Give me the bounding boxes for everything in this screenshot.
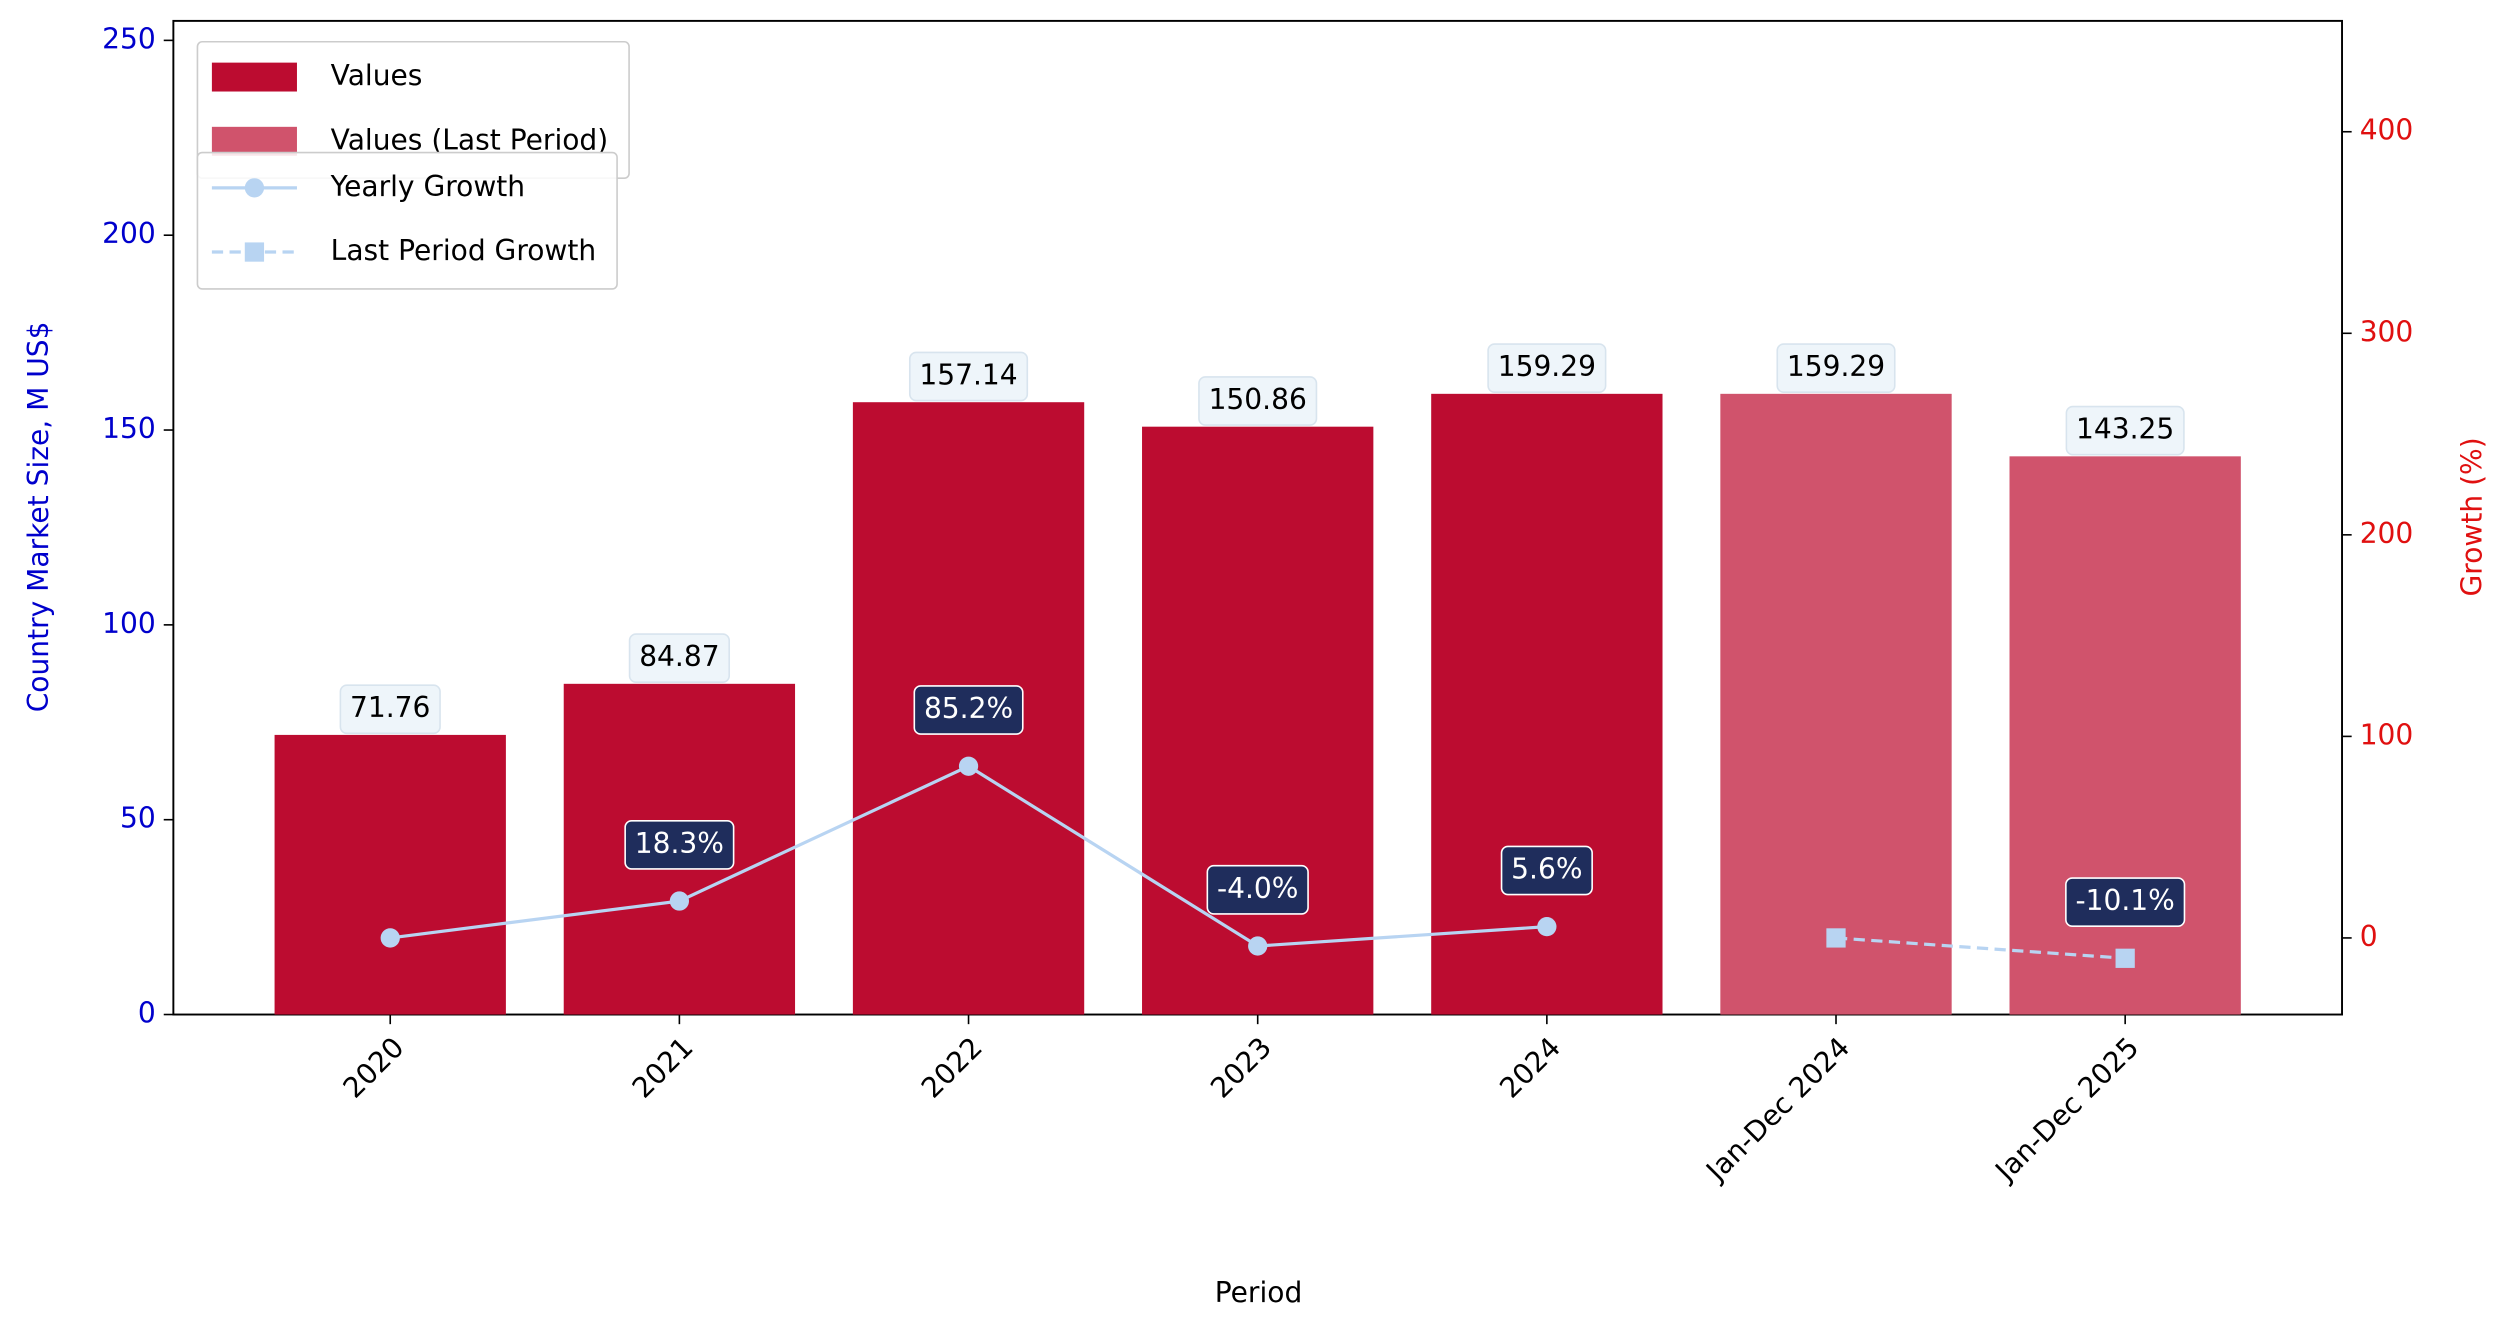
marker xyxy=(2115,948,2135,968)
legend-swatch xyxy=(211,62,297,92)
data-label: 150.86 xyxy=(1209,383,1307,416)
data-label: 84.87 xyxy=(639,640,719,673)
value-label: 159.29 xyxy=(1487,343,1607,394)
data-label: 71.76 xyxy=(350,691,430,724)
label-box xyxy=(1776,343,1896,394)
bar xyxy=(1431,393,1663,1015)
data-label: 5.6% xyxy=(1511,852,1582,885)
data-label: 18.3% xyxy=(635,827,724,860)
value-label: 150.86 xyxy=(1198,376,1318,426)
label-box xyxy=(908,351,1029,402)
label-box xyxy=(2065,405,2185,456)
value-label: 71.76 xyxy=(339,684,441,735)
growth-label: 18.3% xyxy=(624,819,735,870)
y-tick-label: 250 xyxy=(102,22,156,55)
marker xyxy=(669,891,690,911)
legend-box xyxy=(196,151,618,290)
data-label: -4.0% xyxy=(1217,872,1298,905)
y-tick-label: 200 xyxy=(102,217,156,250)
label-box xyxy=(1206,864,1309,915)
value-label: 159.29 xyxy=(1776,343,1896,394)
marker xyxy=(958,756,979,776)
x-tick-label: 2020 xyxy=(337,1031,411,1105)
legend-marker xyxy=(244,242,265,262)
x-tick-label: 2023 xyxy=(1204,1031,1278,1105)
x-tick-label: 2021 xyxy=(626,1031,700,1105)
marker xyxy=(1248,936,1268,956)
bar xyxy=(274,734,506,1015)
growth-label: 85.2% xyxy=(913,685,1024,735)
x-tick-label: 2022 xyxy=(915,1031,989,1105)
y2-axis-label: Growth (%) xyxy=(2456,437,2489,596)
data-label: 157.14 xyxy=(919,359,1017,392)
x-tick-label: Jan-Dec 2025 xyxy=(1988,1031,2146,1189)
line xyxy=(1835,936,2126,960)
y-tick-label: 150 xyxy=(102,412,156,445)
data-label: 159.29 xyxy=(1498,350,1596,383)
x-tick-label: Jan-Dec 2024 xyxy=(1698,1031,1856,1189)
y2-tick-label: 200 xyxy=(2360,517,2414,550)
bar xyxy=(2009,456,2241,1015)
legend-label: Values xyxy=(331,59,423,92)
y-tick-label: 0 xyxy=(138,997,156,1030)
label-box xyxy=(1500,845,1593,896)
y2-tick-label: 0 xyxy=(2360,920,2378,953)
marker xyxy=(380,928,400,948)
legend-marker xyxy=(244,178,265,198)
data-label: 143.25 xyxy=(2076,413,2174,446)
value-label: 143.25 xyxy=(2065,405,2185,456)
y-tick-label: 100 xyxy=(102,607,156,640)
y-axis-label: Country Market Size, M US$ xyxy=(22,322,55,713)
legend-label: Last Period Growth xyxy=(331,234,597,267)
label-box xyxy=(628,633,731,684)
label-box xyxy=(1487,343,1607,394)
label-box xyxy=(2065,877,2186,927)
marker xyxy=(1826,928,1846,948)
y-tick-label: 50 xyxy=(120,802,156,835)
data-label: -10.1% xyxy=(2075,884,2174,917)
legend-swatch xyxy=(211,126,297,156)
legend-label: Values (Last Period) xyxy=(331,123,609,156)
value-label: 84.87 xyxy=(628,633,731,684)
marker xyxy=(1537,917,1557,937)
growth-label: 5.6% xyxy=(1500,845,1593,896)
y2-tick-label: 100 xyxy=(2360,718,2414,751)
legend: Values Values (Last Period) xyxy=(196,40,630,180)
x-tick-label: 2024 xyxy=(1493,1031,1567,1105)
label-box xyxy=(1198,376,1318,426)
x-axis-label: Period xyxy=(1215,1276,1303,1309)
y2-tick-label: 400 xyxy=(2360,114,2414,147)
bar xyxy=(1720,393,1952,1015)
y2-tick-label: 300 xyxy=(2360,315,2414,348)
data-label: 159.29 xyxy=(1787,350,1885,383)
growth-label: -4.0% xyxy=(1206,864,1309,915)
legend-label: Yearly Growth xyxy=(330,170,525,203)
label-box xyxy=(624,819,735,870)
growth-label: -10.1% xyxy=(2065,877,2186,927)
value-label: 157.14 xyxy=(908,351,1029,402)
data-label: 85.2% xyxy=(924,692,1013,725)
label-box xyxy=(913,685,1024,735)
legend: Yearly Growth Last Period Growth xyxy=(196,151,618,290)
bar xyxy=(1142,426,1374,1015)
label-box xyxy=(339,684,441,735)
